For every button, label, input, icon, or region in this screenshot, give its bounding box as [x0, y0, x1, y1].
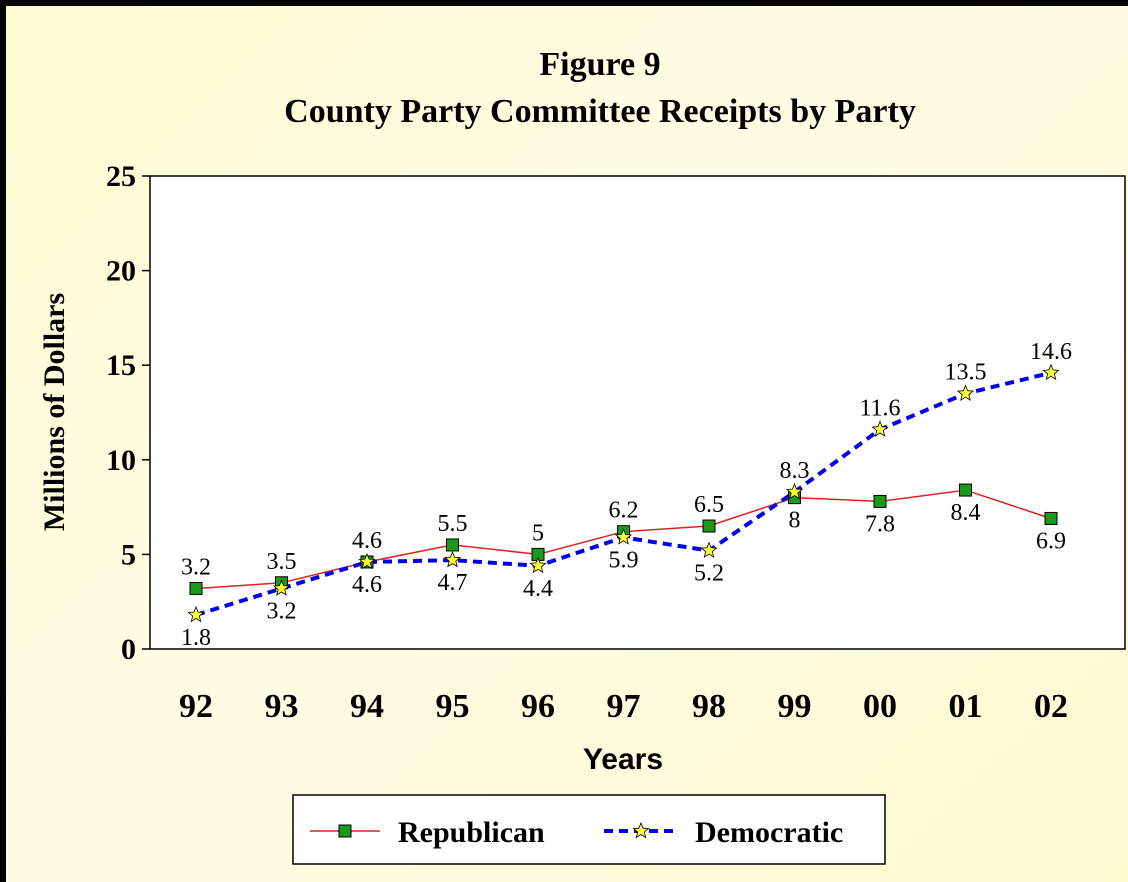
- data-point-democratic: [785, 482, 804, 500]
- x-tick-label: 98: [692, 688, 726, 725]
- data-label-democratic: 4.6: [352, 572, 382, 598]
- y-tick-label: 5: [121, 538, 136, 571]
- x-tick-label: 96: [521, 688, 555, 725]
- y-tick-label: 0: [121, 633, 136, 666]
- data-label-democratic: 3.2: [267, 598, 297, 624]
- data-label-republican: 6.2: [609, 498, 639, 524]
- data-point-republican: [959, 483, 972, 497]
- data-point-democratic: [1042, 363, 1060, 381]
- legend: Republican Democratic: [292, 794, 886, 865]
- legend-label-democratic: Democratic: [695, 816, 843, 849]
- x-tick-label: 94: [350, 688, 384, 725]
- data-point-democratic: [871, 420, 889, 437]
- data-point-republican: [702, 519, 716, 533]
- data-point-democratic: [529, 556, 547, 574]
- y-axis-label: Millions of Dollars: [38, 293, 71, 531]
- y-tick-label: 15: [106, 349, 136, 382]
- data-point-democratic: [358, 552, 376, 570]
- y-tick-label: 20: [106, 255, 136, 288]
- data-label-democratic: 11.6: [859, 396, 900, 422]
- legend-label-republican: Republican: [398, 816, 545, 849]
- x-tick-label: 97: [607, 688, 641, 725]
- data-point-democratic: [956, 384, 975, 401]
- data-label-republican: 6.9: [1036, 528, 1066, 554]
- data-point-democratic: [443, 551, 462, 568]
- data-point-democratic: [187, 605, 205, 623]
- data-label-democratic: 8.3: [780, 458, 810, 484]
- y-tick-label: 25: [106, 160, 136, 193]
- data-label-republican: 5.5: [438, 511, 468, 537]
- data-point-republican: [446, 538, 459, 552]
- chart-title: Figure 9: [539, 46, 660, 83]
- series-layer: 3.2 1.8 3.5 3.2 4.6 4.6 5.5 4.7 5 4.4 6.2 5.9 6.5 5.2…: [181, 339, 1072, 651]
- data-label-republican: 3.5: [267, 549, 297, 575]
- data-point-democratic: [700, 541, 718, 558]
- data-point-republican: [873, 494, 887, 508]
- data-label-republican: 7.8: [865, 511, 895, 537]
- data-point-democratic: [272, 579, 291, 596]
- legend-box: [292, 794, 886, 865]
- x-tick-label: 00: [863, 688, 897, 725]
- y-axis: 0 5 10 15 20 25: [106, 160, 150, 666]
- x-tick-label: 01: [949, 688, 983, 725]
- y-tick-label: 10: [106, 444, 136, 477]
- data-label-democratic: 5.9: [609, 547, 639, 573]
- data-label-republican: 4.6: [352, 528, 382, 554]
- x-tick-label: 92: [179, 688, 213, 725]
- plot-area: [149, 175, 1126, 650]
- legend-marker-republican: [338, 824, 352, 838]
- data-label-republican: 3.2: [181, 554, 211, 580]
- legend-items: Republican Democratic: [310, 816, 843, 849]
- x-tick-label: 02: [1034, 688, 1068, 725]
- data-label-republican: 6.5: [694, 492, 724, 518]
- x-tick-label: 93: [265, 688, 299, 725]
- data-point-republican: [189, 581, 203, 595]
- data-label-republican: 8.4: [951, 500, 981, 526]
- data-label-democratic: 1.8: [181, 625, 211, 651]
- data-label-democratic: 4.4: [523, 576, 553, 602]
- legend-marker-democratic: [632, 821, 650, 839]
- data-label-republican: 5: [532, 520, 544, 546]
- data-label-republican: 8: [789, 508, 801, 534]
- x-axis-label: Years: [583, 743, 663, 776]
- data-label-democratic: 14.6: [1030, 339, 1072, 365]
- x-axis: 92 93 94 95 96 97 98 99 00 01 02: [179, 688, 1068, 725]
- x-tick-label: 99: [778, 688, 812, 725]
- data-label-democratic: 4.7: [438, 570, 468, 596]
- chart-subtitle: County Party Committee Receipts by Party: [284, 93, 916, 130]
- data-point-republican: [1044, 511, 1058, 525]
- x-tick-label: 95: [436, 688, 470, 725]
- data-label-democratic: 13.5: [945, 360, 987, 386]
- data-point-democratic: [614, 528, 633, 545]
- data-label-democratic: 5.2: [694, 561, 724, 587]
